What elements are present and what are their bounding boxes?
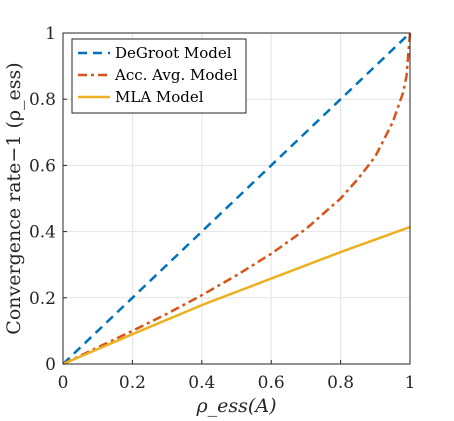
y-axis-label: Convergence rate−1 (ρ_ess)	[3, 62, 25, 334]
series-line-1	[62, 32, 411, 365]
y-tick-label: 0.2	[29, 289, 56, 309]
x-tick-label: 0	[58, 373, 69, 393]
plot-lines	[62, 32, 412, 366]
legend-label-3: MLA Model	[115, 88, 204, 106]
x-tick-label: 1	[405, 373, 416, 393]
axes-box	[62, 32, 411, 365]
y-tick-label: 0	[45, 355, 56, 375]
y-tick-label: 0.8	[29, 90, 56, 110]
legend-label-1: DeGroot Model	[115, 44, 232, 62]
x-axis-label: ρ_ess(A)	[196, 395, 277, 417]
y-tick-label: 0.6	[29, 156, 56, 176]
legend: DeGroot Model Acc. Avg. Model MLA Model	[71, 38, 247, 114]
y-tick-label: 0.4	[29, 223, 56, 243]
x-tick-label: 0.8	[327, 373, 354, 393]
ticks: 0 0.2 0.4 0.6 0.8 1 0 0.2 0.4 0.6 0.8 1	[29, 24, 415, 393]
series-line-3	[62, 225, 411, 366]
legend-label-2: Acc. Avg. Model	[114, 66, 238, 84]
x-tick-label: 0.4	[188, 373, 215, 393]
x-tick-label: 0.6	[258, 373, 285, 393]
y-tick-label: 1	[45, 24, 56, 44]
x-tick-label: 0.2	[119, 373, 146, 393]
